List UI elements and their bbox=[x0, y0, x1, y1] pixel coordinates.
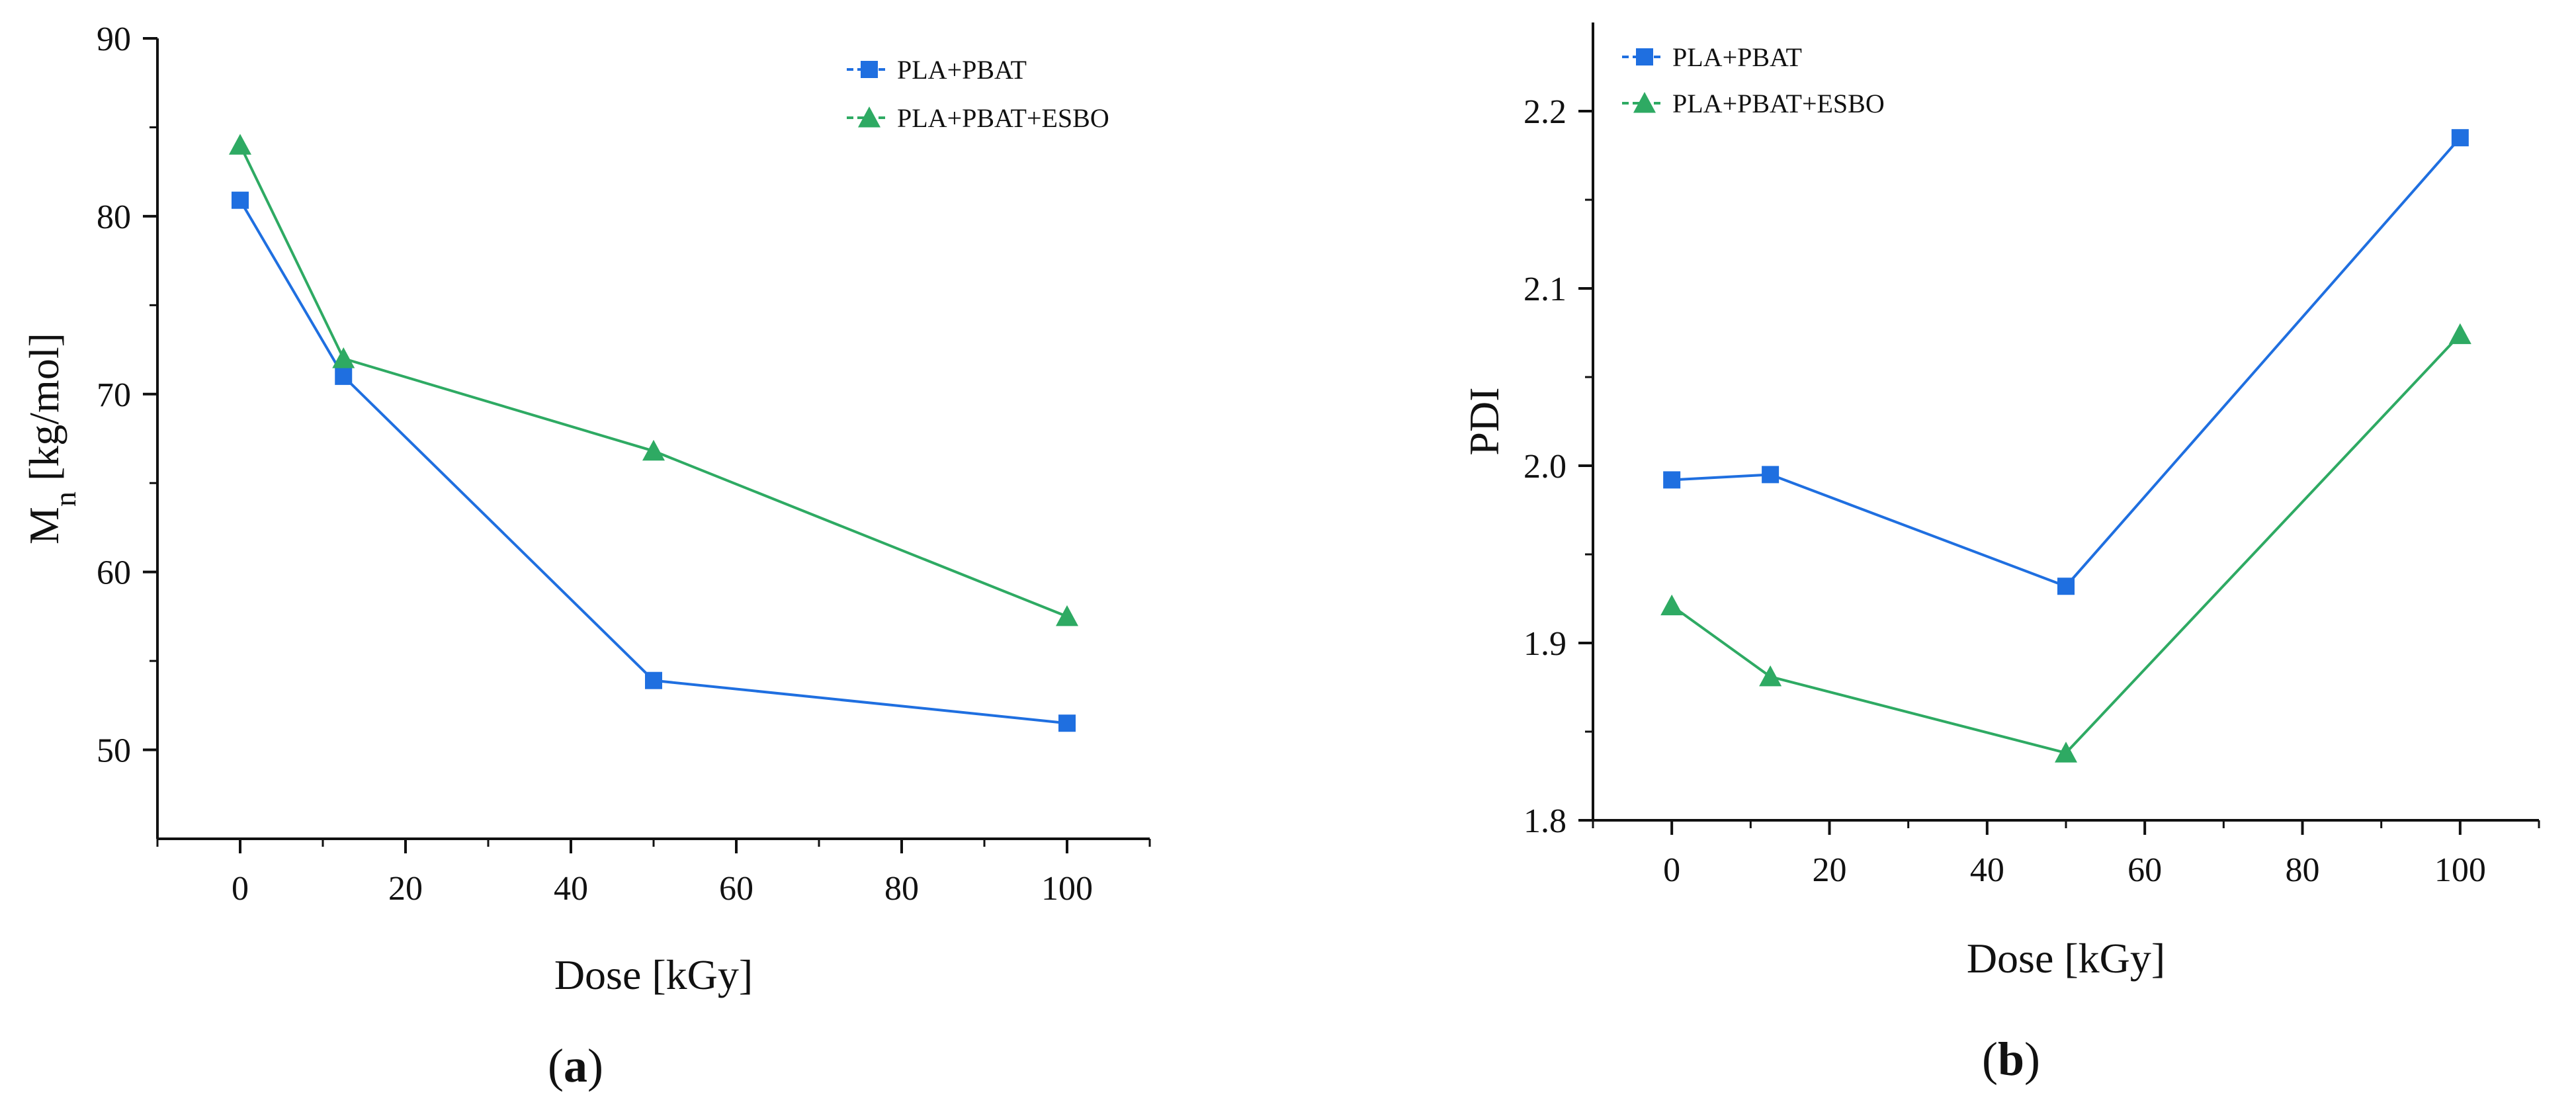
panel-label: (b) bbox=[1982, 1033, 2040, 1086]
data-point bbox=[1056, 605, 1078, 626]
data-point bbox=[1663, 471, 1681, 489]
series-line bbox=[1670, 333, 2462, 755]
data-point bbox=[2451, 129, 2469, 147]
x-tick-label: 0 bbox=[232, 870, 249, 908]
series-line bbox=[1672, 136, 2462, 588]
y-tick-label: 80 bbox=[97, 198, 131, 236]
y-tick-label: 50 bbox=[97, 732, 131, 770]
y-tick-label: 2.0 bbox=[1524, 448, 1567, 486]
series-line bbox=[239, 199, 1068, 725]
legend-entry: PLA+PBAT+ESBO bbox=[1622, 89, 1885, 118]
chart-panel-a: 0 20 40 60 80 100 50 60 70 80 90 Dose [kGy] Mn [kg/m… bbox=[21, 21, 1151, 1092]
legend-entry: PLA+PBAT+ESBO bbox=[847, 103, 1109, 133]
x-tick-label: 40 bbox=[1970, 851, 2004, 889]
series-pla-pbat bbox=[232, 191, 1076, 732]
x-tick-label: 80 bbox=[2286, 851, 2320, 889]
series-pla-pbat bbox=[1663, 129, 2469, 595]
data-point bbox=[1762, 466, 1780, 484]
y-tick-label: 2.2 bbox=[1524, 93, 1567, 131]
series-pla-pbat-esbo bbox=[229, 134, 1078, 626]
x-tick-label: 100 bbox=[2434, 851, 2486, 889]
x-tick-label: 0 bbox=[1663, 851, 1680, 889]
data-point bbox=[232, 191, 249, 209]
y-axis-title: Mn [kg/mol] bbox=[21, 333, 82, 544]
y-tick-label: 90 bbox=[97, 21, 131, 58]
legend-label: PLA+PBAT bbox=[897, 55, 1027, 85]
legend-marker bbox=[1633, 92, 1656, 113]
chart-panel-b: 0 20 40 60 80 100 1.8 1.9 2.0 2.1 2.2 Dose [kGy] PDI… bbox=[1461, 22, 2540, 1086]
x-tick-label: 40 bbox=[554, 870, 588, 908]
legend-label: PLA+PBAT bbox=[1672, 42, 1802, 72]
y-tick-label: 60 bbox=[97, 554, 131, 592]
legend: PLA+PBAT PLA+PBAT+ESBO bbox=[1622, 42, 1885, 118]
y-axis-title: PDI bbox=[1461, 387, 1508, 455]
data-point bbox=[1058, 714, 1076, 732]
y-tick-label: 70 bbox=[97, 376, 131, 414]
data-point bbox=[1759, 665, 1782, 687]
x-axis-title: Dose [kGy] bbox=[554, 951, 753, 998]
data-point bbox=[642, 439, 665, 461]
legend-marker bbox=[1636, 48, 1653, 65]
y-tick-label: 1.8 bbox=[1524, 802, 1567, 840]
data-point bbox=[2057, 578, 2075, 595]
x-tick-label: 100 bbox=[1041, 870, 1093, 908]
legend-entry: PLA+PBAT bbox=[1622, 42, 1802, 72]
data-point bbox=[645, 671, 662, 689]
series-line bbox=[239, 144, 1068, 618]
legend-label: PLA+PBAT+ESBO bbox=[1672, 89, 1885, 118]
legend-marker bbox=[861, 61, 878, 78]
x-tick-label: 20 bbox=[1813, 851, 1847, 889]
panel-label: (a) bbox=[548, 1039, 603, 1092]
data-point bbox=[1660, 594, 1684, 616]
data-point bbox=[2448, 323, 2471, 345]
x-axis-title: Dose [kGy] bbox=[1967, 935, 2165, 982]
data-point bbox=[335, 367, 353, 385]
y-tick-label: 2.1 bbox=[1524, 271, 1567, 308]
series-pla-pbat-esbo bbox=[1660, 323, 2471, 763]
data-point bbox=[229, 134, 251, 155]
data-point bbox=[332, 347, 355, 368]
legend-label: PLA+PBAT+ESBO bbox=[897, 103, 1109, 133]
legend: PLA+PBAT PLA+PBAT+ESBO bbox=[847, 55, 1109, 133]
legend-entry: PLA+PBAT bbox=[847, 55, 1027, 85]
x-tick-label: 60 bbox=[719, 870, 753, 908]
data-point bbox=[2055, 742, 2077, 763]
x-tick-label: 60 bbox=[2127, 851, 2162, 889]
x-tick-label: 80 bbox=[884, 870, 919, 908]
x-tick-label: 20 bbox=[388, 870, 423, 908]
legend-marker bbox=[858, 107, 880, 128]
y-tick-label: 1.9 bbox=[1524, 625, 1567, 663]
